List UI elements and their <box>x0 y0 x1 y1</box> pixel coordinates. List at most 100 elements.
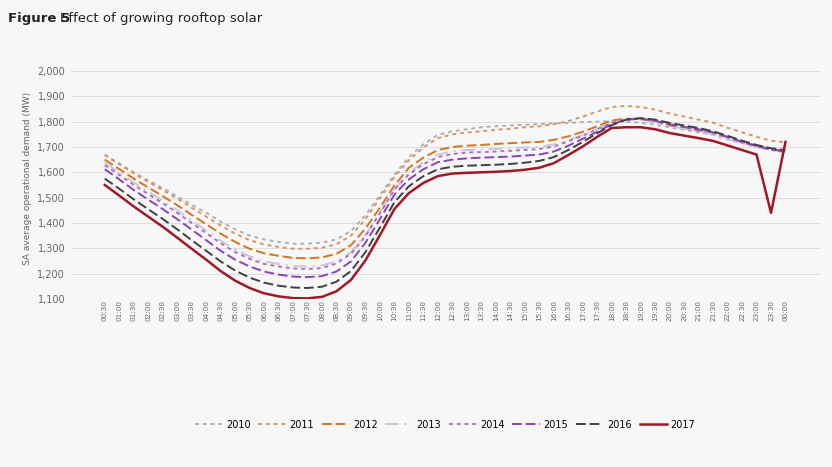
2014 <box>679 124 689 130</box>
2015 <box>230 257 240 262</box>
2013 <box>505 145 515 151</box>
2013 <box>694 128 704 134</box>
Line: 2013: 2013 <box>105 120 785 267</box>
2015 <box>592 129 602 134</box>
2017 <box>448 171 458 177</box>
2016 <box>331 279 341 284</box>
2017 <box>520 167 530 173</box>
2013 <box>360 232 370 238</box>
2015 <box>462 156 472 161</box>
2012 <box>274 253 284 259</box>
2016 <box>230 268 240 273</box>
2012 <box>622 116 631 121</box>
2012 <box>288 255 298 261</box>
2015 <box>100 166 110 172</box>
2010 <box>491 123 501 129</box>
2014 <box>215 241 225 246</box>
2016 <box>708 128 718 134</box>
2017 <box>143 214 153 219</box>
2016 <box>317 284 327 290</box>
2016 <box>375 225 385 230</box>
2013 <box>215 238 225 243</box>
2016 <box>622 117 631 122</box>
2013 <box>259 259 269 264</box>
2013 <box>274 261 284 267</box>
2016 <box>491 162 501 168</box>
2012 <box>780 148 790 154</box>
2015 <box>636 116 646 121</box>
2012 <box>708 130 718 136</box>
2012 <box>722 134 732 140</box>
2010 <box>534 121 544 127</box>
2015 <box>303 274 313 280</box>
2014 <box>288 266 298 271</box>
2010 <box>751 144 761 150</box>
2014 <box>433 154 443 160</box>
2011 <box>448 132 458 137</box>
2010 <box>650 122 660 127</box>
2015 <box>505 154 515 159</box>
2017 <box>477 170 487 175</box>
2015 <box>433 159 443 165</box>
2016 <box>346 268 356 274</box>
2017 <box>534 165 544 170</box>
2013 <box>477 147 487 152</box>
2012 <box>143 184 153 190</box>
Line: 2016: 2016 <box>105 118 785 288</box>
2014 <box>129 182 139 188</box>
2016 <box>780 147 790 153</box>
2013 <box>158 198 168 204</box>
2017 <box>665 130 675 136</box>
Line: 2010: 2010 <box>105 121 785 244</box>
2010 <box>520 122 530 127</box>
2017 <box>215 268 225 274</box>
2012 <box>158 193 168 199</box>
2015 <box>346 259 356 264</box>
2016 <box>694 125 704 131</box>
2017 <box>317 294 327 300</box>
2013 <box>622 117 631 122</box>
2013 <box>607 120 617 126</box>
2014 <box>389 187 399 192</box>
2010 <box>331 237 341 242</box>
2012 <box>360 226 370 231</box>
2014 <box>259 261 269 267</box>
2011 <box>491 127 501 133</box>
2012 <box>433 147 443 153</box>
2015 <box>607 121 617 127</box>
2014 <box>186 220 196 226</box>
2011 <box>389 174 399 180</box>
2012 <box>129 176 139 182</box>
2014 <box>534 146 544 152</box>
2013 <box>389 186 399 191</box>
2015 <box>389 192 399 198</box>
2012 <box>462 143 472 149</box>
2017 <box>288 295 298 301</box>
2017 <box>549 160 559 166</box>
2015 <box>563 143 573 149</box>
2017 <box>433 173 443 179</box>
2016 <box>737 138 747 143</box>
2014 <box>462 150 472 156</box>
2014 <box>520 147 530 153</box>
2011 <box>215 223 225 228</box>
2016 <box>534 158 544 164</box>
2012 <box>636 116 646 122</box>
2014 <box>158 200 168 206</box>
2011 <box>100 152 110 158</box>
2015 <box>114 177 124 182</box>
2016 <box>259 280 269 285</box>
2017 <box>592 134 602 140</box>
2015 <box>694 127 704 132</box>
2010 <box>129 170 139 175</box>
2011 <box>650 107 660 113</box>
2015 <box>679 124 689 129</box>
2015 <box>448 157 458 163</box>
2012 <box>317 255 327 260</box>
2015 <box>360 240 370 246</box>
2010 <box>346 228 356 234</box>
2010 <box>114 161 124 166</box>
2011 <box>722 125 732 131</box>
2010 <box>722 136 732 142</box>
2017 <box>172 235 182 241</box>
